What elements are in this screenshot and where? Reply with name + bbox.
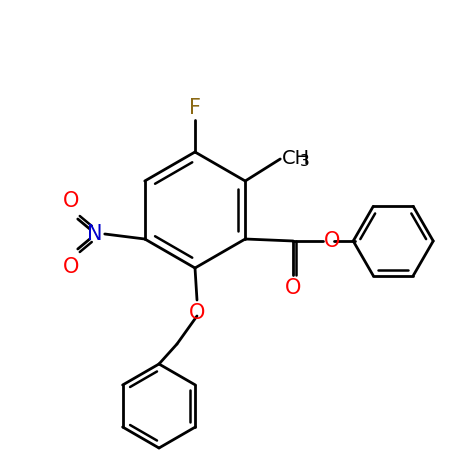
Text: N: N	[87, 224, 103, 244]
Text: 3: 3	[300, 154, 310, 170]
Text: O: O	[63, 191, 79, 211]
Text: O: O	[324, 231, 341, 251]
Text: O: O	[189, 303, 205, 323]
Text: O: O	[63, 257, 79, 277]
Text: O: O	[285, 278, 302, 298]
Text: F: F	[189, 98, 201, 118]
Text: CH: CH	[282, 148, 310, 167]
